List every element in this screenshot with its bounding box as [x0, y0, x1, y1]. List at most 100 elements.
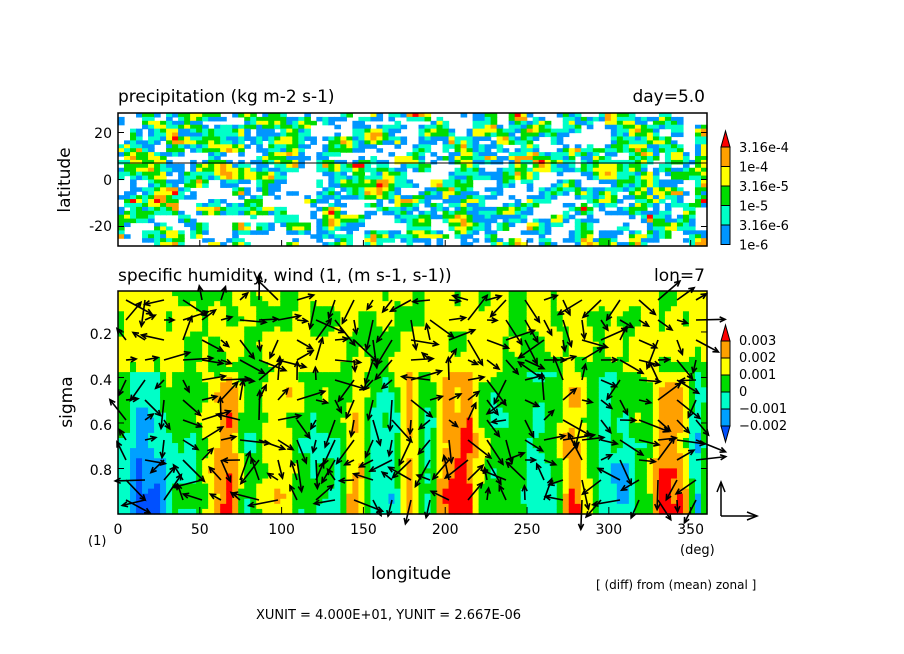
humidity-cell [250, 432, 257, 439]
precip-cell [484, 210, 492, 216]
humidity-cell [418, 372, 426, 378]
humidity-cell [196, 316, 203, 323]
humidity-cell [442, 311, 450, 317]
precip-cell [358, 163, 366, 169]
precip-cell [604, 175, 612, 181]
precip-cell [580, 234, 588, 239]
humidity-cell [472, 336, 480, 343]
humidity-cell [256, 453, 263, 459]
humidity-cell [424, 291, 432, 297]
humidity-cell [406, 346, 414, 353]
humidity-cell [412, 387, 420, 393]
humidity-cell [388, 361, 396, 368]
precip-cell [280, 218, 287, 224]
humidity-cell [298, 367, 305, 373]
precip-cell [598, 148, 606, 153]
humidity-cell [178, 356, 185, 363]
humidity-cell [142, 377, 149, 383]
humidity-cell [412, 351, 420, 358]
precip-cell [346, 222, 353, 228]
humidity-cell [310, 361, 317, 368]
humidity-cell [316, 453, 323, 459]
humidity-cell [328, 402, 335, 409]
humidity-cell [430, 478, 438, 485]
humidity-cell [184, 458, 191, 464]
humidity-cell [334, 483, 341, 490]
precip-cell [688, 238, 696, 243]
humidity-cell [226, 397, 233, 404]
humidity-cell [310, 356, 317, 363]
humidity-cell [412, 463, 420, 469]
humidity-cell [136, 377, 143, 383]
humidity-cell [166, 453, 173, 459]
precip-cell [160, 156, 167, 161]
precip-cell [130, 171, 137, 177]
humidity-cell [154, 291, 161, 297]
humidity-cell [298, 336, 305, 343]
humidity-cell [370, 463, 378, 469]
humidity-cell [394, 316, 402, 323]
humidity-cell [394, 372, 402, 378]
precip-cell [490, 175, 498, 181]
precip-cell [226, 238, 233, 243]
precip-cell [454, 222, 462, 228]
precip-cell [520, 136, 528, 141]
humidity-cell [166, 478, 173, 485]
humidity-cell [292, 412, 299, 419]
humidity-cell [190, 367, 197, 373]
humidity-cell [478, 341, 486, 348]
humidity-cell [460, 387, 468, 393]
precip-cell [136, 210, 143, 216]
humidity-cell [346, 301, 353, 307]
precip-cell [520, 163, 528, 169]
humidity-cell [202, 503, 209, 510]
precip-cell [136, 202, 143, 208]
precip-cell [436, 128, 444, 134]
humidity-cell [232, 311, 239, 317]
humidity-cell [436, 301, 444, 307]
humidity-cell [292, 377, 299, 383]
precip-cell [196, 132, 203, 138]
precip-cell [154, 242, 161, 247]
precip-cell [466, 222, 474, 228]
humidity-cell [154, 503, 161, 510]
precip-cell [448, 199, 456, 204]
precip-cell [268, 191, 275, 196]
precip-cell [532, 199, 540, 204]
precip-cell [670, 191, 678, 196]
precip-cell [676, 144, 684, 149]
precip-cell [388, 128, 396, 134]
precip-cell [490, 132, 498, 138]
precip-cell [610, 183, 618, 188]
humidity-cell [382, 463, 390, 469]
humidity-cell [358, 407, 366, 414]
humidity-cell [382, 397, 390, 404]
humidity-cell [286, 503, 293, 510]
precip-cell [610, 128, 618, 134]
precip-cell [328, 195, 335, 200]
humidity-cell [220, 321, 227, 328]
humidity-cell [154, 296, 161, 302]
precip-cell [316, 199, 323, 204]
humidity-cell [340, 397, 347, 404]
humidity-cell [352, 316, 360, 323]
precip-cell [682, 238, 690, 243]
humidity-cell [304, 437, 311, 444]
humidity-cell [454, 377, 462, 383]
precip-cell [268, 128, 275, 134]
humidity-cell [412, 311, 420, 317]
humidity-cell [388, 351, 396, 358]
precip-cell [604, 242, 612, 247]
precip-cell [220, 163, 227, 169]
humidity-cell [334, 417, 341, 424]
humidity-cell [460, 382, 468, 388]
humidity-cell [190, 296, 197, 302]
precip-cell [550, 132, 558, 138]
humidity-cell [238, 463, 245, 469]
humidity-cell [184, 301, 191, 307]
precip-cell [496, 171, 504, 177]
humidity-cell [202, 478, 209, 485]
humidity-cell [412, 422, 420, 429]
humidity-cell [310, 387, 317, 393]
precip-cell [376, 183, 384, 188]
